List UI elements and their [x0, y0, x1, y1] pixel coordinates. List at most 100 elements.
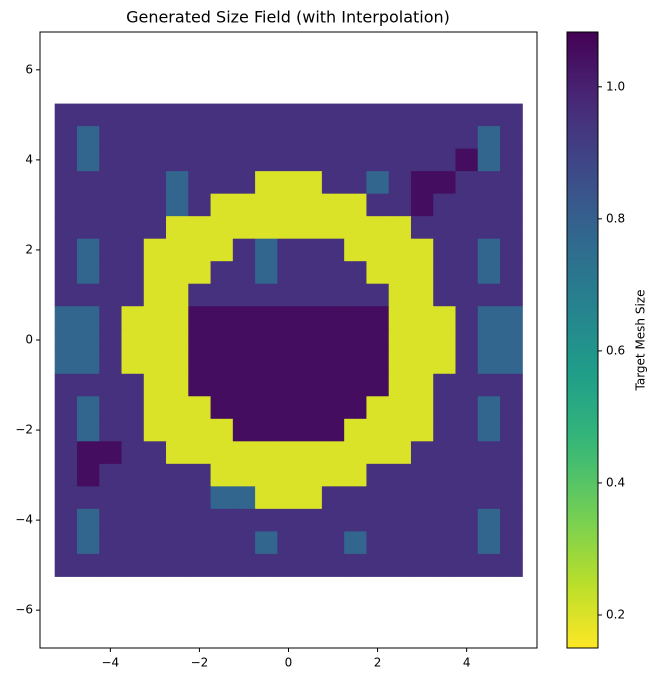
- cell: [121, 261, 145, 285]
- cell: [321, 126, 345, 150]
- cell: [277, 193, 301, 217]
- cell: [299, 171, 323, 195]
- cell: [76, 216, 100, 240]
- cell: [143, 486, 167, 510]
- cell: [277, 396, 301, 420]
- cell: [121, 148, 145, 172]
- cell: [388, 193, 412, 217]
- cell: [166, 103, 189, 127]
- cell: [166, 553, 189, 577]
- cell: [99, 418, 122, 442]
- cell: [321, 463, 345, 487]
- cell: [166, 261, 189, 285]
- x-tick-label: −4: [102, 656, 120, 670]
- cell: [388, 283, 412, 307]
- cell: [121, 486, 145, 510]
- cell: [121, 553, 145, 577]
- cell: [410, 328, 434, 352]
- cell: [500, 261, 523, 285]
- cell: [255, 463, 278, 487]
- cell: [143, 171, 167, 195]
- cell: [344, 238, 367, 262]
- cell: [121, 328, 145, 352]
- cell: [76, 171, 100, 195]
- cell: [366, 238, 390, 262]
- cell: [232, 463, 256, 487]
- cell: [54, 441, 78, 465]
- cell: [277, 486, 301, 510]
- cell: [99, 283, 122, 307]
- cell: [188, 486, 212, 510]
- cell: [455, 486, 479, 510]
- x-tick-label: 4: [463, 656, 471, 670]
- cell: [277, 351, 301, 375]
- cell: [210, 508, 234, 532]
- cell: [299, 216, 323, 240]
- y-tick-label: −2: [15, 423, 33, 437]
- cell: [321, 148, 345, 172]
- cell: [410, 418, 434, 442]
- cell: [54, 148, 78, 172]
- cell: [321, 328, 345, 352]
- cell: [54, 103, 78, 127]
- cell: [366, 351, 390, 375]
- cell: [143, 148, 167, 172]
- cell: [143, 396, 167, 420]
- cell: [321, 103, 345, 127]
- cell: [121, 441, 145, 465]
- cell: [255, 103, 278, 127]
- cell: [388, 306, 412, 330]
- chart-title: Generated Size Field (with Interpolation…: [126, 8, 450, 27]
- cell: [410, 103, 434, 127]
- cell: [321, 531, 345, 555]
- cell: [500, 373, 523, 397]
- cell: [255, 238, 278, 262]
- cell: [54, 531, 78, 555]
- cell: [255, 148, 278, 172]
- cell: [76, 283, 100, 307]
- cell: [232, 216, 256, 240]
- cell: [143, 126, 167, 150]
- cell: [366, 283, 390, 307]
- cell: [76, 508, 100, 532]
- cell: [366, 463, 390, 487]
- cell: [277, 306, 301, 330]
- cell: [477, 216, 501, 240]
- cell: [232, 171, 256, 195]
- cell: [121, 463, 145, 487]
- cell: [166, 283, 189, 307]
- cell: [188, 306, 212, 330]
- cell: [210, 216, 234, 240]
- cell: [143, 261, 167, 285]
- cell: [321, 486, 345, 510]
- cell: [477, 171, 501, 195]
- cell: [76, 418, 100, 442]
- cell: [188, 531, 212, 555]
- cell: [388, 373, 412, 397]
- colorbar-tick-label: 0.4: [606, 475, 625, 489]
- cell: [121, 126, 145, 150]
- cell: [366, 103, 390, 127]
- cell: [388, 328, 412, 352]
- cell: [299, 103, 323, 127]
- cell: [299, 373, 323, 397]
- cell: [121, 418, 145, 442]
- cell: [477, 396, 501, 420]
- cell: [99, 148, 122, 172]
- cell: [366, 148, 390, 172]
- cell: [433, 463, 457, 487]
- cell: [366, 486, 390, 510]
- cell: [277, 418, 301, 442]
- cell: [299, 531, 323, 555]
- cell: [255, 283, 278, 307]
- cell: [500, 351, 523, 375]
- cell: [433, 126, 457, 150]
- cell: [410, 216, 434, 240]
- cell: [121, 283, 145, 307]
- cell: [477, 486, 501, 510]
- cell: [166, 373, 189, 397]
- cell: [455, 553, 479, 577]
- cell: [410, 126, 434, 150]
- cell: [344, 328, 367, 352]
- cell: [477, 328, 501, 352]
